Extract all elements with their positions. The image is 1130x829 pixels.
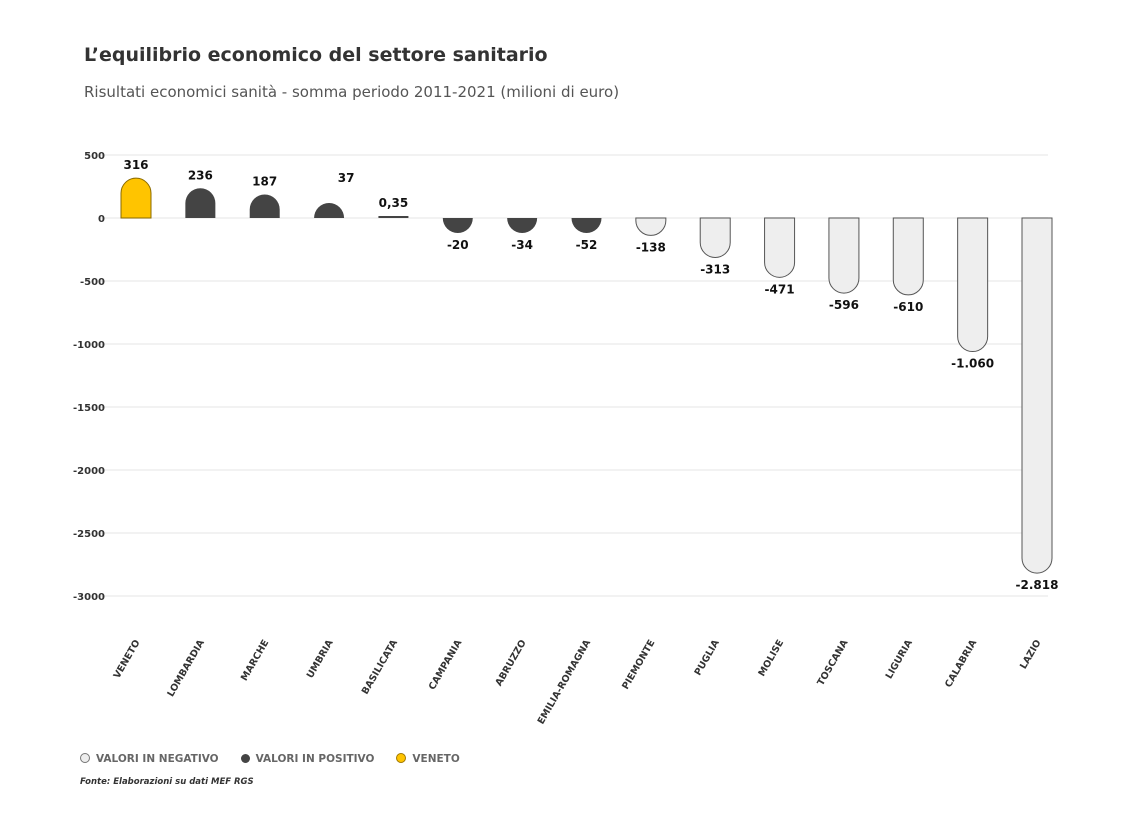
bar-emilia-romagna (571, 218, 602, 233)
bar-abruzzo (507, 218, 538, 234)
data-label: -138 (636, 240, 666, 254)
bar-chart: 500 0 -500 -1000 -1500 -2000 -2500 -3000 316 VENE… (73, 151, 1059, 726)
bar-puglia (699, 217, 731, 258)
data-label: -471 (765, 282, 795, 296)
legend-label: VALORI IN POSITIVO (255, 753, 375, 765)
x-tick-label: CAMPANIA (427, 637, 465, 692)
x-tick-label: LIGURIA (884, 637, 916, 681)
data-label: -20 (447, 238, 469, 252)
legend-item-veneto: VENETO (396, 753, 460, 765)
data-label: 37 (338, 171, 355, 185)
legend-item-negative: VALORI IN NEGATIVO (80, 753, 219, 765)
x-tick-label: LAZIO (1018, 638, 1043, 671)
x-tick-label: UMBRIA (305, 637, 336, 680)
data-label: -2.818 (1016, 578, 1059, 592)
y-tick-label: -2500 (73, 529, 105, 540)
bar-basilicata (378, 216, 409, 218)
data-label: -1.060 (951, 357, 994, 371)
x-tick-label: CALABRIA (943, 637, 979, 689)
x-tick-label: MARCHE (239, 638, 271, 683)
data-label: 316 (123, 158, 148, 172)
chart-subtitle: Risultati economici sanità - somma perio… (84, 83, 620, 101)
y-tick-label: 500 (84, 151, 105, 162)
bar-umbria (314, 203, 345, 218)
bar-piemonte (635, 217, 667, 236)
data-label: -34 (511, 238, 533, 252)
x-tick-label: BASILICATA (360, 637, 400, 696)
bar-liguria (892, 217, 924, 296)
source-note: Fonte: Elaborazioni su dati MEF RGS (80, 777, 254, 787)
data-label: -52 (576, 238, 598, 252)
y-tick-label: -1500 (73, 403, 105, 414)
x-tick-label: MOLISE (756, 638, 786, 679)
bar-toscana (828, 217, 860, 294)
x-tick-label: EMILIA-ROMAGNA (536, 637, 594, 726)
chart-title: L’equilibrio economico del settore sanit… (84, 44, 548, 66)
x-tick-label: PIEMONTE (620, 638, 657, 692)
y-tick-label: -3000 (73, 592, 105, 603)
data-label: 236 (188, 168, 213, 182)
data-label: -313 (700, 262, 730, 276)
bar-lazio (1021, 217, 1053, 574)
legend-item-positive: VALORI IN POSITIVO (240, 753, 375, 765)
x-tick-label: PUGLIA (693, 637, 723, 677)
y-tick-label: 0 (98, 214, 105, 225)
x-tick-label: TOSCANA (815, 637, 850, 687)
y-tick-label: -500 (80, 277, 105, 288)
data-label: 0,35 (379, 196, 409, 210)
bar-veneto (120, 177, 152, 219)
data-label: 187 (252, 174, 277, 188)
x-tick-label: ABRUZZO (493, 638, 528, 688)
bar-calabria (957, 217, 989, 352)
bar-campania (442, 218, 473, 233)
x-tick-label: LOMBARDIA (165, 637, 207, 698)
bar-molise (764, 217, 796, 278)
legend-label: VENETO (412, 753, 460, 765)
bar-lombardia (185, 188, 216, 218)
x-tick-label: VENETO (112, 638, 143, 681)
legend-label: VALORI IN NEGATIVO (96, 753, 219, 765)
legend: VALORI IN NEGATIVO VALORI IN POSITIVO VE… (80, 753, 460, 765)
legend-swatch (396, 753, 407, 763)
data-label: -596 (829, 298, 859, 312)
legend-swatch (80, 753, 90, 763)
data-label: -610 (893, 300, 923, 314)
bar-marche (249, 194, 280, 218)
y-tick-label: -2000 (73, 466, 105, 477)
y-tick-label: -1000 (73, 340, 105, 351)
legend-swatch (240, 754, 250, 763)
